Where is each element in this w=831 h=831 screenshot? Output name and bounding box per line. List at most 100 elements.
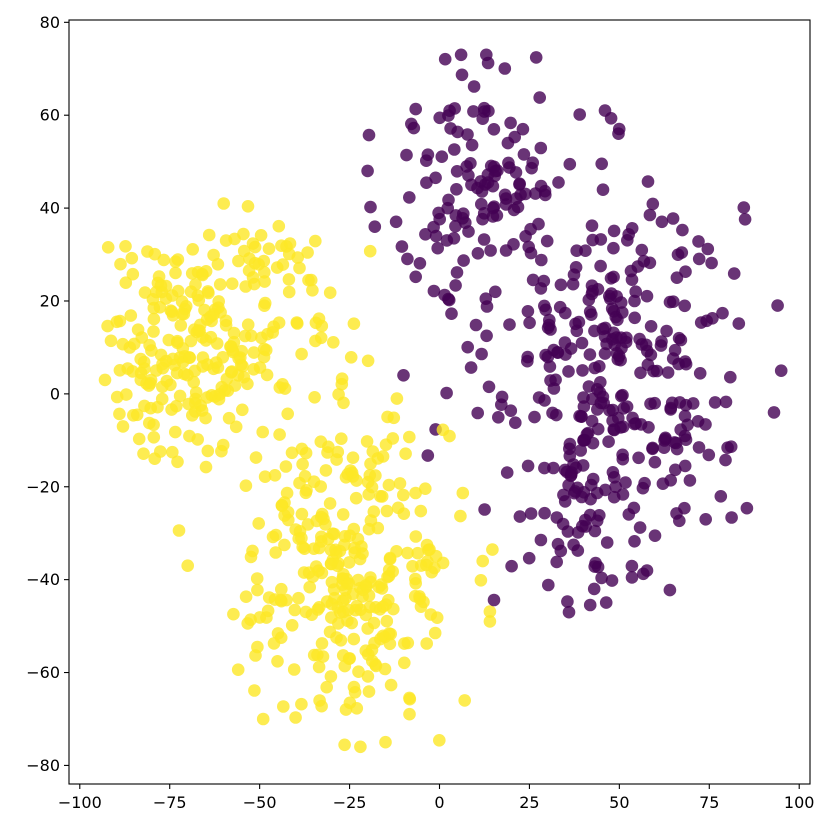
yellow-point	[306, 284, 319, 297]
yellow-point	[177, 367, 191, 381]
yellow-point	[192, 324, 205, 337]
purple-point	[632, 451, 645, 465]
purple-point	[694, 316, 708, 329]
x-tick-label: 100	[784, 793, 815, 812]
yellow-point	[183, 429, 196, 443]
y-axis-ticks: −80 −60 −40 −20 0 20 40 60 80	[26, 13, 69, 775]
yellow-point	[330, 631, 343, 644]
purple-point	[683, 474, 697, 487]
purple-point	[678, 299, 691, 313]
purple-point	[532, 217, 545, 231]
purple-point	[719, 453, 732, 467]
yellow-point	[183, 351, 196, 365]
purple-point	[732, 317, 746, 330]
yellow-point	[246, 544, 259, 558]
purple-point	[433, 111, 447, 125]
yellow-point	[227, 607, 240, 621]
purple-point	[516, 122, 530, 136]
purple-point	[487, 123, 501, 136]
yellow-point	[476, 554, 490, 568]
yellow-point	[295, 531, 308, 545]
purple-point	[575, 336, 589, 350]
yellow-point	[323, 497, 337, 510]
purple-point	[538, 506, 551, 520]
yellow-point	[295, 697, 308, 711]
yellow-point	[250, 572, 264, 585]
purple-point	[625, 571, 639, 584]
purple-point	[672, 357, 685, 371]
purple-point	[701, 242, 715, 256]
yellow-point	[258, 296, 272, 310]
purple-point	[401, 252, 414, 266]
purple-point	[526, 156, 539, 169]
purple-point	[528, 410, 541, 424]
yellow-point	[156, 380, 169, 394]
purple-point	[614, 353, 627, 367]
yellow-point	[275, 582, 288, 596]
yellow-point	[171, 284, 185, 298]
purple-point	[486, 179, 500, 193]
purple-point	[433, 212, 447, 226]
purple-point	[479, 292, 493, 306]
yellow-point	[384, 678, 398, 692]
purple-point	[692, 441, 706, 454]
yellow-point	[266, 326, 280, 339]
purple-point	[546, 406, 559, 420]
purple-point	[571, 526, 585, 539]
purple-point	[440, 386, 453, 400]
purple-point	[724, 370, 737, 384]
yellow-point	[398, 656, 411, 670]
purple-point	[480, 329, 493, 343]
yellow-point	[337, 568, 350, 581]
purple-point	[543, 360, 557, 373]
purple-point	[678, 409, 692, 423]
yellow-point	[171, 334, 184, 348]
yellow-point	[369, 601, 383, 614]
purple-point	[431, 241, 445, 255]
purple-point	[445, 307, 458, 321]
yellow-point	[345, 616, 359, 630]
purple-point	[738, 213, 752, 226]
yellow-point	[280, 593, 293, 607]
yellow-point	[226, 343, 239, 357]
purple-point	[524, 246, 538, 260]
purple-point	[519, 230, 532, 243]
yellow-point	[212, 295, 225, 308]
purple-point	[429, 229, 443, 243]
purple-point	[538, 461, 551, 475]
purple-point	[725, 511, 738, 524]
purple-point	[602, 435, 615, 449]
purple-point	[740, 501, 754, 515]
yellow-point	[290, 316, 304, 329]
yellow-point	[154, 445, 167, 458]
yellow-point	[332, 388, 345, 401]
yellow-point	[210, 337, 224, 350]
yellow-point	[172, 524, 186, 537]
purple-point	[646, 442, 659, 456]
purple-point	[605, 574, 619, 587]
purple-point	[503, 318, 516, 331]
purple-point	[465, 138, 479, 152]
purple-point	[544, 374, 557, 387]
purple-point	[429, 171, 442, 185]
purple-point	[771, 299, 784, 312]
purple-point	[648, 529, 662, 542]
yellow-point	[254, 229, 268, 242]
x-tick-label: −75	[153, 793, 187, 812]
purple-point	[477, 233, 491, 246]
purple-point	[553, 300, 567, 314]
yellow-point	[335, 372, 349, 386]
purple-point	[469, 318, 483, 332]
yellow-point	[227, 326, 241, 340]
yellow-point	[361, 475, 375, 489]
yellow-point	[430, 611, 444, 624]
yellow-point	[307, 648, 321, 662]
yellow-point	[282, 247, 296, 261]
purple-point	[655, 335, 668, 348]
purple-point	[450, 266, 464, 279]
yellow-point	[360, 435, 374, 448]
purple-point	[586, 392, 599, 406]
purple-point	[714, 490, 728, 503]
yellow-point	[281, 505, 295, 519]
